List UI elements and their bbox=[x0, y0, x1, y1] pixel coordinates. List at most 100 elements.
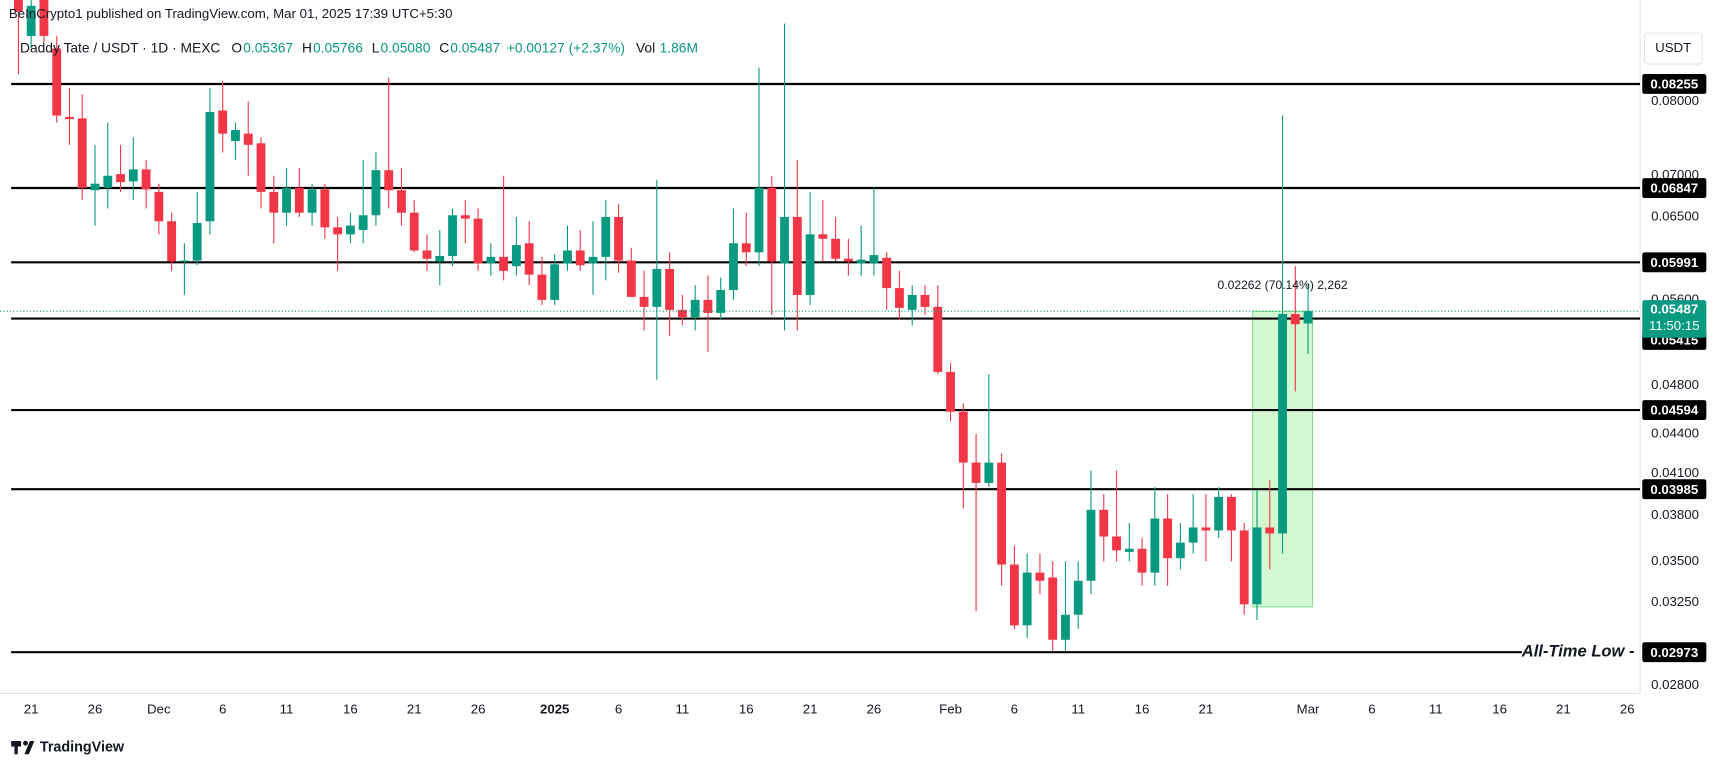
candle-body bbox=[333, 227, 343, 235]
level-label: 0.04594 bbox=[1650, 403, 1699, 418]
candle-body bbox=[818, 234, 828, 239]
legend-value: 0.05487 bbox=[450, 40, 500, 55]
candle-body bbox=[703, 299, 713, 313]
candle-body bbox=[499, 256, 509, 271]
y-tick-label: 0.03500 bbox=[1651, 553, 1699, 568]
x-tick-label: 6 bbox=[615, 702, 622, 717]
candle-body bbox=[128, 169, 138, 182]
x-tick-label: 26 bbox=[867, 702, 882, 717]
plot-area bbox=[0, 0, 1641, 654]
candle-body bbox=[1163, 518, 1173, 559]
y-tick-label: 0.04100 bbox=[1651, 465, 1699, 480]
x-tick-label: 21 bbox=[24, 702, 39, 717]
legend-symbol: Daddy Tate / USDT · 1D · MEXC bbox=[20, 40, 220, 55]
candle-body bbox=[154, 191, 164, 222]
candle-body bbox=[371, 170, 381, 216]
candle-body bbox=[1112, 536, 1121, 551]
legend: Daddy Tate / USDT · 1D · MEXC O0.05367 H0.… bbox=[20, 40, 698, 55]
y-tick-label: 0.06500 bbox=[1651, 208, 1699, 223]
candle-body bbox=[460, 215, 470, 219]
candle-body bbox=[294, 187, 304, 213]
candle-body bbox=[409, 212, 419, 251]
y-tick-label: 0.03250 bbox=[1651, 594, 1699, 609]
candle-body bbox=[1265, 527, 1275, 534]
candle-body bbox=[550, 264, 560, 300]
candle-body bbox=[435, 255, 445, 262]
candle-body bbox=[792, 216, 802, 295]
candle-body bbox=[716, 290, 726, 313]
legend-change: +0.00127 (+2.37%) bbox=[507, 40, 625, 55]
candle-body bbox=[397, 190, 406, 213]
x-tick-label: 6 bbox=[219, 702, 226, 717]
level-label-box bbox=[1642, 479, 1707, 500]
x-tick-label: 11 bbox=[1071, 702, 1085, 717]
candle-body bbox=[1073, 580, 1083, 615]
candle-body bbox=[920, 294, 930, 307]
candle-body bbox=[205, 111, 215, 222]
level-label-box bbox=[1642, 642, 1707, 663]
candle-body bbox=[141, 169, 151, 190]
candle-body bbox=[26, 5, 36, 36]
candle-body bbox=[984, 462, 994, 483]
candle-body bbox=[52, 48, 62, 116]
candle-body bbox=[1188, 527, 1198, 543]
candle-body bbox=[639, 296, 649, 307]
candle-body bbox=[1252, 527, 1262, 605]
legend-key: O bbox=[231, 40, 242, 55]
candle-body bbox=[103, 175, 113, 188]
x-tick-label: 26 bbox=[88, 702, 103, 717]
candle-body bbox=[614, 216, 623, 261]
candle-body bbox=[907, 294, 917, 310]
candle-body bbox=[677, 309, 687, 318]
candle-body bbox=[933, 306, 943, 372]
candle-body bbox=[843, 258, 853, 262]
currency-box bbox=[1643, 32, 1703, 65]
level-label: 0.05991 bbox=[1650, 255, 1698, 270]
candle-body bbox=[1227, 496, 1236, 531]
candle-body bbox=[652, 268, 662, 307]
level-label-box bbox=[1642, 74, 1707, 94]
candle-body bbox=[1022, 572, 1032, 626]
x-tick-label: 2025 bbox=[540, 702, 569, 717]
candle-body bbox=[601, 216, 611, 257]
candle-body bbox=[269, 191, 279, 213]
candle-body bbox=[882, 257, 892, 289]
candle-body bbox=[1214, 496, 1224, 531]
candle-body bbox=[997, 462, 1007, 565]
candle-body bbox=[1278, 313, 1287, 534]
legend-value: 0.05766 bbox=[313, 40, 363, 55]
legend-value: 0.05367 bbox=[243, 40, 293, 55]
candle-body bbox=[626, 260, 636, 297]
legend-key: H bbox=[302, 40, 312, 55]
candle-body bbox=[90, 183, 100, 191]
candle-body bbox=[218, 110, 228, 134]
candle-body bbox=[780, 216, 789, 264]
last-price-label: 0.05487 bbox=[1650, 302, 1698, 317]
legend-value: 0.05080 bbox=[381, 40, 431, 55]
candle-body bbox=[320, 189, 330, 228]
candle-body bbox=[511, 245, 521, 267]
publisher: BeInCrypto1 published on TradingView.com… bbox=[9, 6, 453, 21]
candle-body bbox=[1303, 311, 1313, 324]
level-label: 0.08255 bbox=[1650, 77, 1698, 92]
brand: TradingView bbox=[40, 739, 125, 755]
candle-body bbox=[192, 222, 202, 261]
x-tick-label: Dec bbox=[147, 702, 171, 717]
candle-body bbox=[358, 215, 368, 230]
candle-body bbox=[256, 143, 266, 192]
candle-body bbox=[39, 0, 49, 36]
candle-body bbox=[167, 221, 177, 262]
candle-body bbox=[958, 411, 968, 463]
candle-body bbox=[767, 187, 777, 262]
brand-logo bbox=[11, 740, 35, 755]
candle-body bbox=[1150, 518, 1160, 573]
candle-body bbox=[231, 129, 240, 142]
x-tick-label: 16 bbox=[1135, 702, 1150, 717]
level-label-box bbox=[1642, 178, 1707, 198]
candle-body bbox=[690, 299, 700, 318]
last-price-box bbox=[1642, 300, 1707, 338]
candle-body bbox=[77, 118, 87, 188]
legend-key: Vol bbox=[636, 40, 655, 55]
level-annotation: All-Time Low - bbox=[1521, 642, 1635, 661]
